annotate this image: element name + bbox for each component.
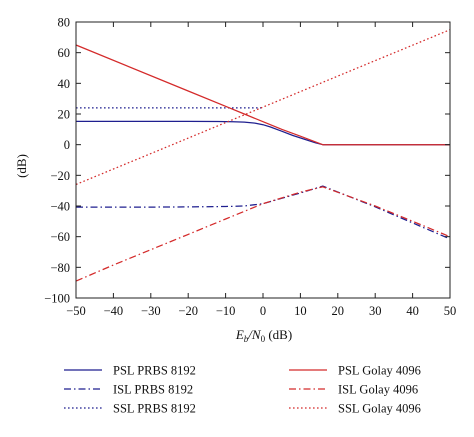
- x-tick-label: −10: [216, 304, 236, 318]
- y-tick-label: −20: [50, 169, 70, 183]
- y-tick-label: 80: [58, 16, 71, 30]
- series-line-2: [76, 185, 451, 240]
- x-tick-label: 40: [406, 304, 419, 318]
- plot-area: [75, 29, 451, 282]
- series-line-1: [76, 120, 450, 146]
- series-line-5: [75, 186, 451, 282]
- legend: PSL PRBS 8192 ISL PRBS 8192 SSL PRBS 8192 P…: [64, 364, 421, 416]
- x-tick-label: −20: [178, 304, 198, 318]
- x-tick-label: −40: [104, 304, 124, 318]
- x-axis-label: Eb/N0 (dB): [235, 327, 292, 344]
- legend-label-2: ISL PRBS 8192: [113, 383, 193, 397]
- x-tick-label: 0: [260, 304, 266, 318]
- legend-label-6: SSL Golay 4096: [338, 402, 421, 416]
- x-tick-label: 30: [369, 304, 382, 318]
- legend-label-5: ISL Golay 4096: [338, 383, 418, 397]
- series-line-6: [75, 29, 451, 186]
- y-tick-label: 0: [64, 138, 70, 152]
- legend-label-1: PSL PRBS 8192: [113, 364, 196, 378]
- y-tick-label: −40: [50, 200, 70, 214]
- y-tick-label: −100: [44, 292, 70, 306]
- y-tick-label: 40: [58, 77, 71, 91]
- y-axis-label: (dB): [14, 154, 29, 178]
- plot-frame: [75, 21, 451, 299]
- x-tick-label: −50: [66, 304, 86, 318]
- legend-label-3: SSL PRBS 8192: [113, 402, 196, 416]
- x-tick-label: 20: [332, 304, 345, 318]
- series-line-4: [75, 44, 450, 146]
- y-tick-label: 20: [58, 108, 71, 122]
- axes: −50 −40 −30 −20 −10 0 10 20 30 40 50−100−80−60−40−…: [44, 16, 456, 319]
- x-tick-label: −30: [141, 304, 161, 318]
- y-tick-label: −60: [50, 230, 70, 244]
- x-tick-label: 10: [294, 304, 307, 318]
- x-tick-label: 50: [444, 304, 457, 318]
- legend-label-4: PSL Golay 4096: [338, 364, 421, 378]
- y-tick-label: −80: [50, 261, 70, 275]
- y-tick-label: 60: [58, 46, 71, 60]
